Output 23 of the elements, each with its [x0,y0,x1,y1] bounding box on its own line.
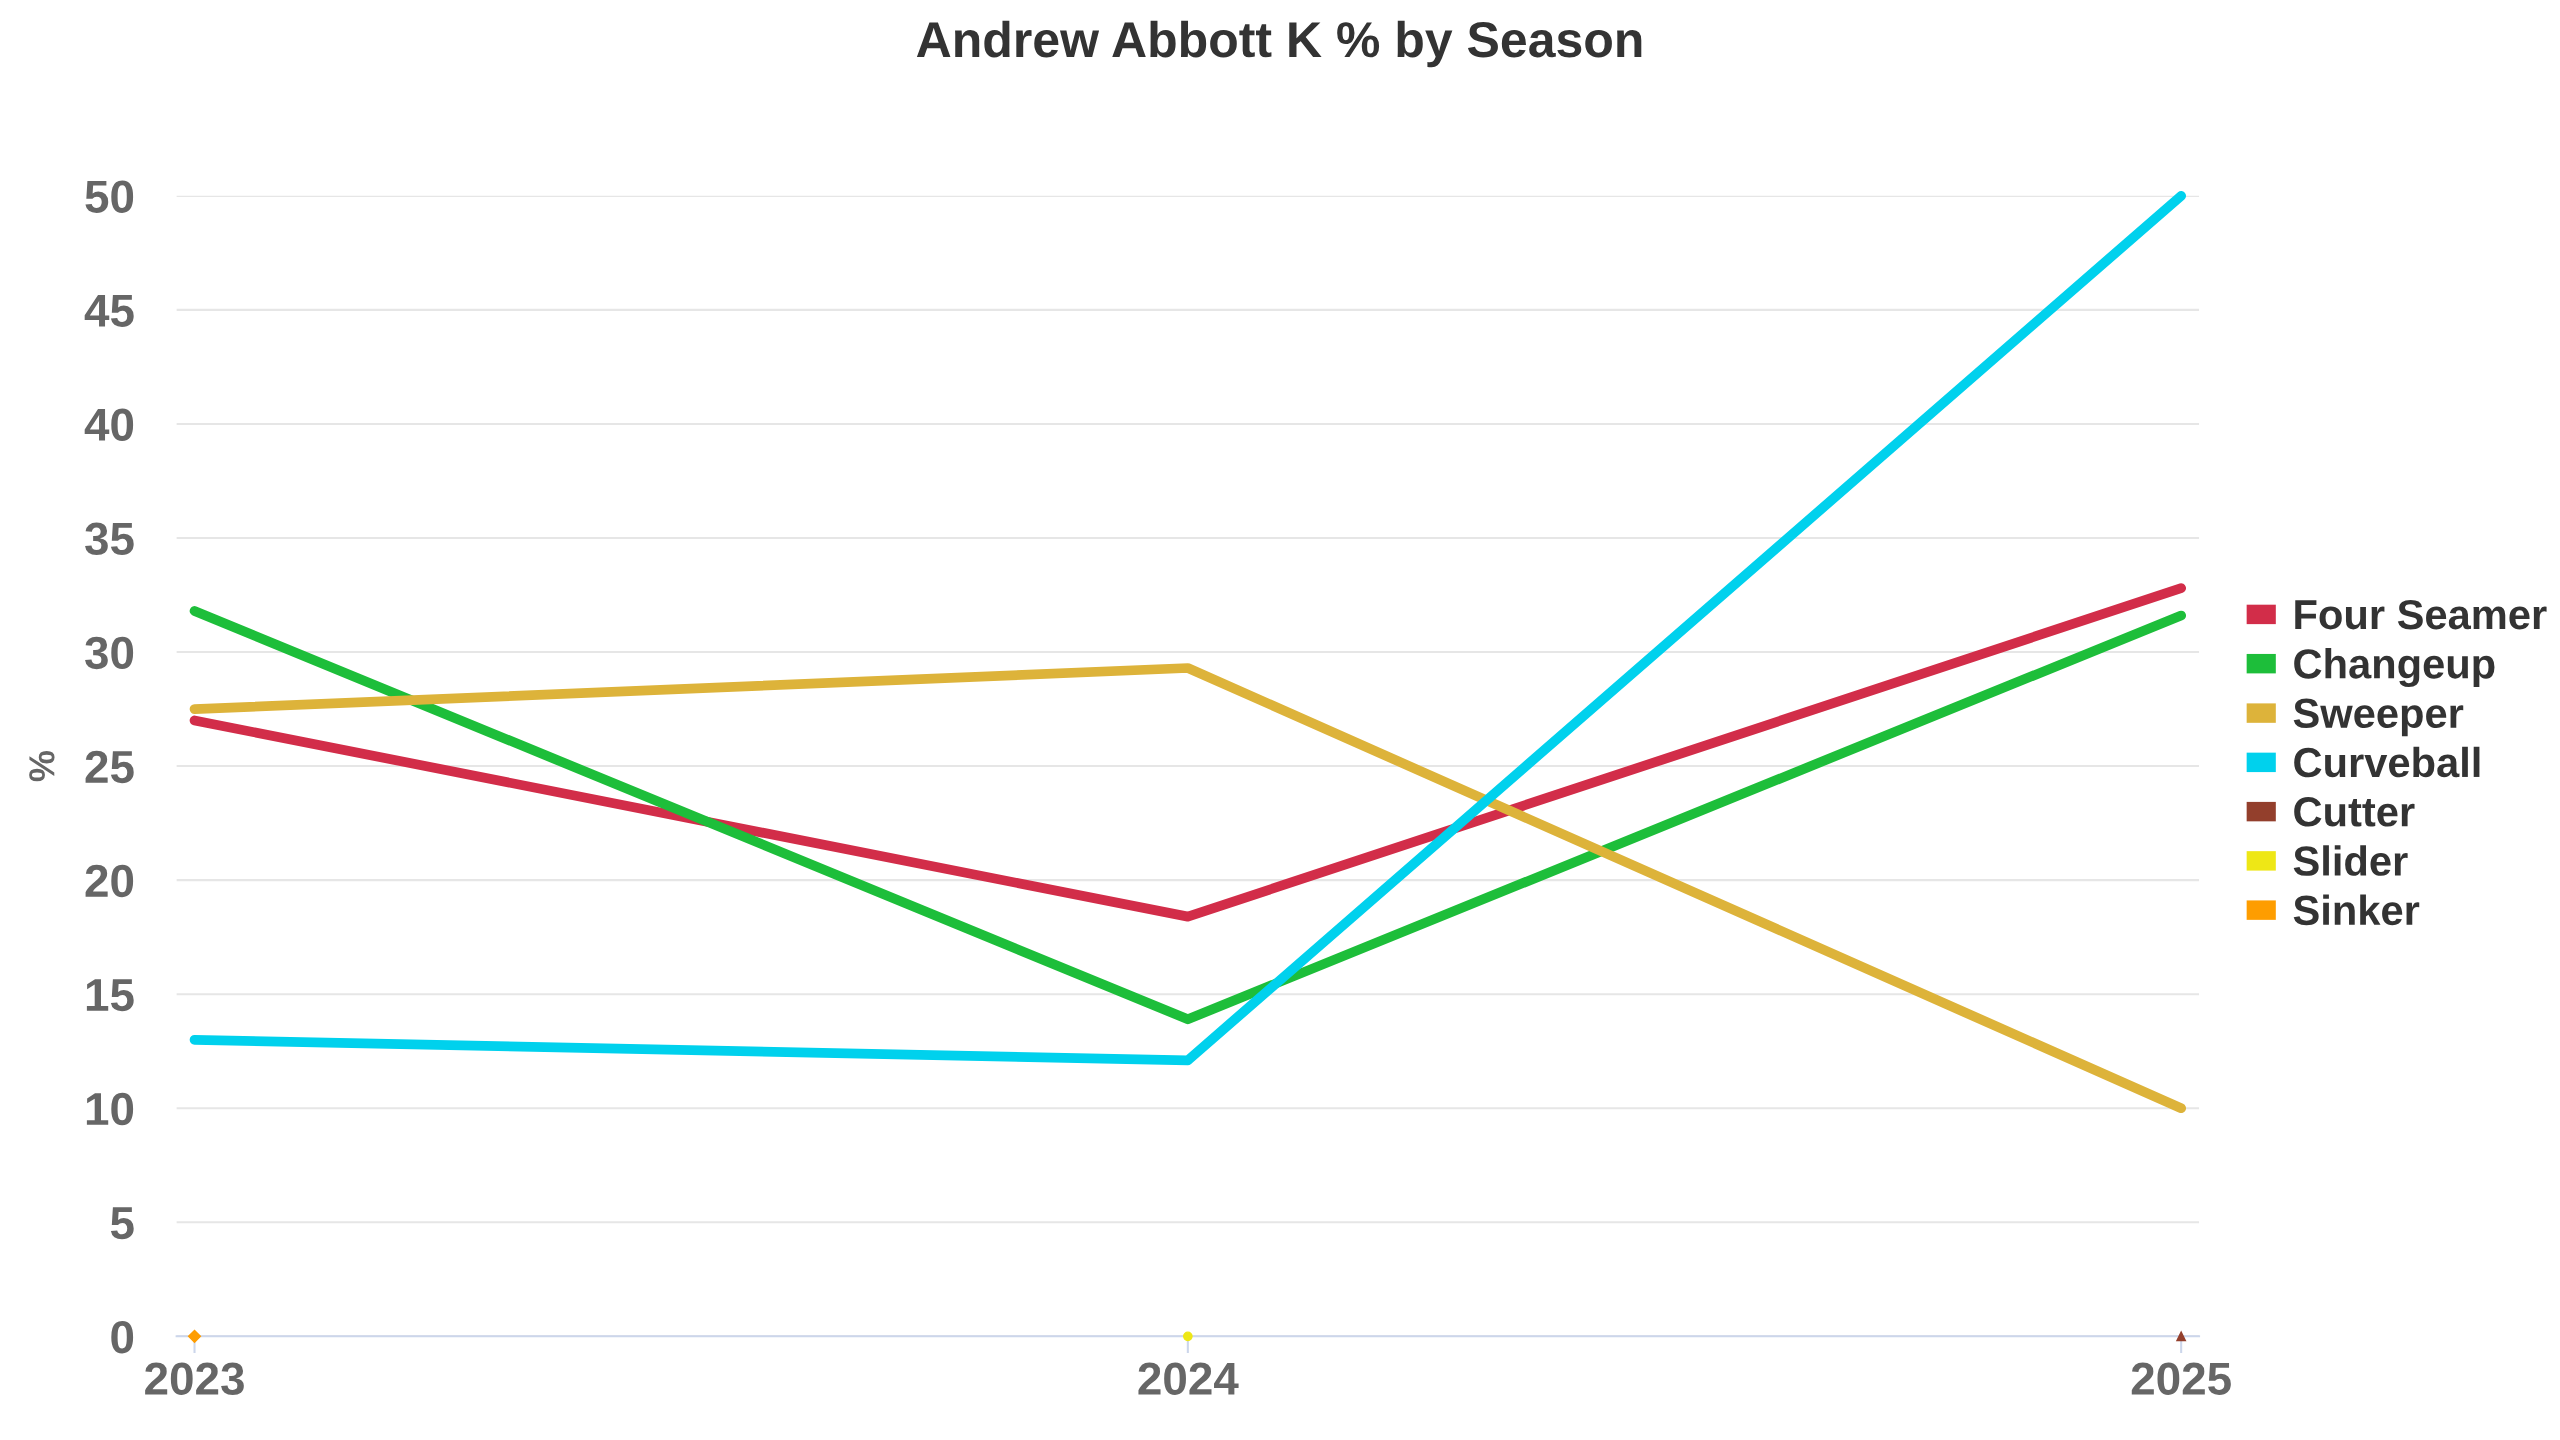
legend-label: Sinker [2293,894,2420,926]
y-tick-label: 50 [85,180,134,213]
x-tick-label: 2025 [2131,1362,2231,1395]
y-tick-label: 10 [86,1092,134,1126]
x-tick-label: 2023 [145,1362,244,1396]
y-tick-label: 15 [86,979,134,1012]
y-tick-label: 45 [84,294,134,327]
y-tick-label: 0 [111,1320,134,1354]
legend-label: Curveball [2294,746,2480,778]
x-tick-label: 2024 [1138,1362,1239,1395]
legend-label: Changeup [2294,648,2495,688]
legend-label: Cutter [2294,797,2415,827]
legend-label: Slider [2293,845,2408,876]
y-tick-label: 40 [84,408,134,441]
legend-label: Four Seamer [2295,599,2547,630]
legend-label: Sweeper [2293,698,2464,737]
y-tick-label: 25 [85,750,134,784]
y-axis-title: % [29,750,55,782]
chart-title: Andrew Abbott K % by Season [916,20,1642,68]
y-tick-label: 20 [85,864,134,898]
y-tick-label: 35 [85,522,134,556]
y-tick-label: 30 [85,636,134,670]
y-tick-label: 5 [110,1207,134,1240]
